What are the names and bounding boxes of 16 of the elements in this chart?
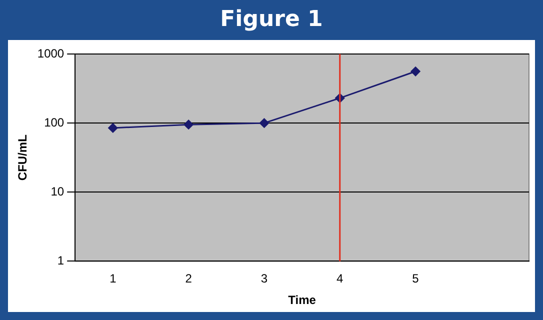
- point: [259, 118, 269, 128]
- x-tick-label: 5: [412, 272, 420, 286]
- x-tick-label: 4: [336, 272, 344, 286]
- x-tick-label: 3: [260, 272, 268, 286]
- x-tick-label: 2: [185, 272, 192, 286]
- chart-title: Figure 1: [219, 6, 324, 34]
- y-tick-label: 100: [44, 115, 64, 130]
- x-axis-title: Time: [288, 293, 316, 308]
- x-tick-label: 1: [110, 272, 117, 286]
- point: [410, 66, 420, 76]
- y-tick-label: 10: [50, 184, 64, 198]
- y-axis-title: CFU/mL: [16, 134, 30, 181]
- point: [108, 123, 118, 133]
- y-tick-label: 1: [57, 254, 64, 268]
- y-tick-label: 1000: [37, 46, 64, 60]
- point: [184, 120, 194, 130]
